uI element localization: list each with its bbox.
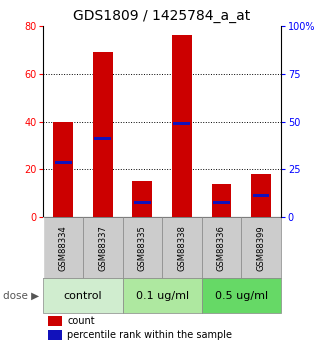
Text: 0.1 ug/ml: 0.1 ug/ml: [135, 290, 189, 300]
Text: GSM88334: GSM88334: [59, 225, 68, 271]
Text: GSM88337: GSM88337: [98, 225, 107, 271]
Bar: [53, 121, 73, 217]
Bar: [173, 122, 190, 125]
Text: GSM88335: GSM88335: [138, 225, 147, 271]
Title: GDS1809 / 1425784_a_at: GDS1809 / 1425784_a_at: [74, 9, 251, 23]
Bar: [241, 217, 281, 278]
Bar: [93, 52, 113, 217]
Bar: [94, 137, 111, 140]
Text: count: count: [67, 316, 95, 326]
Bar: [202, 278, 281, 313]
Bar: [48, 330, 62, 340]
Text: GSM88338: GSM88338: [178, 225, 187, 271]
Bar: [83, 217, 123, 278]
Bar: [132, 181, 152, 217]
Bar: [48, 316, 62, 326]
Bar: [123, 217, 162, 278]
Bar: [202, 217, 241, 278]
Text: control: control: [64, 290, 102, 300]
Text: percentile rank within the sample: percentile rank within the sample: [67, 330, 232, 340]
Text: GSM88336: GSM88336: [217, 225, 226, 271]
Bar: [212, 184, 231, 217]
Bar: [162, 217, 202, 278]
Bar: [123, 278, 202, 313]
Bar: [251, 174, 271, 217]
Bar: [43, 217, 83, 278]
Bar: [253, 194, 270, 197]
Bar: [43, 278, 123, 313]
Text: GSM88399: GSM88399: [256, 225, 265, 270]
Bar: [55, 161, 72, 164]
Bar: [172, 36, 192, 217]
Text: 0.5 ug/ml: 0.5 ug/ml: [215, 290, 268, 300]
Bar: [134, 201, 151, 204]
Bar: [213, 201, 230, 204]
Text: dose ▶: dose ▶: [3, 290, 39, 300]
